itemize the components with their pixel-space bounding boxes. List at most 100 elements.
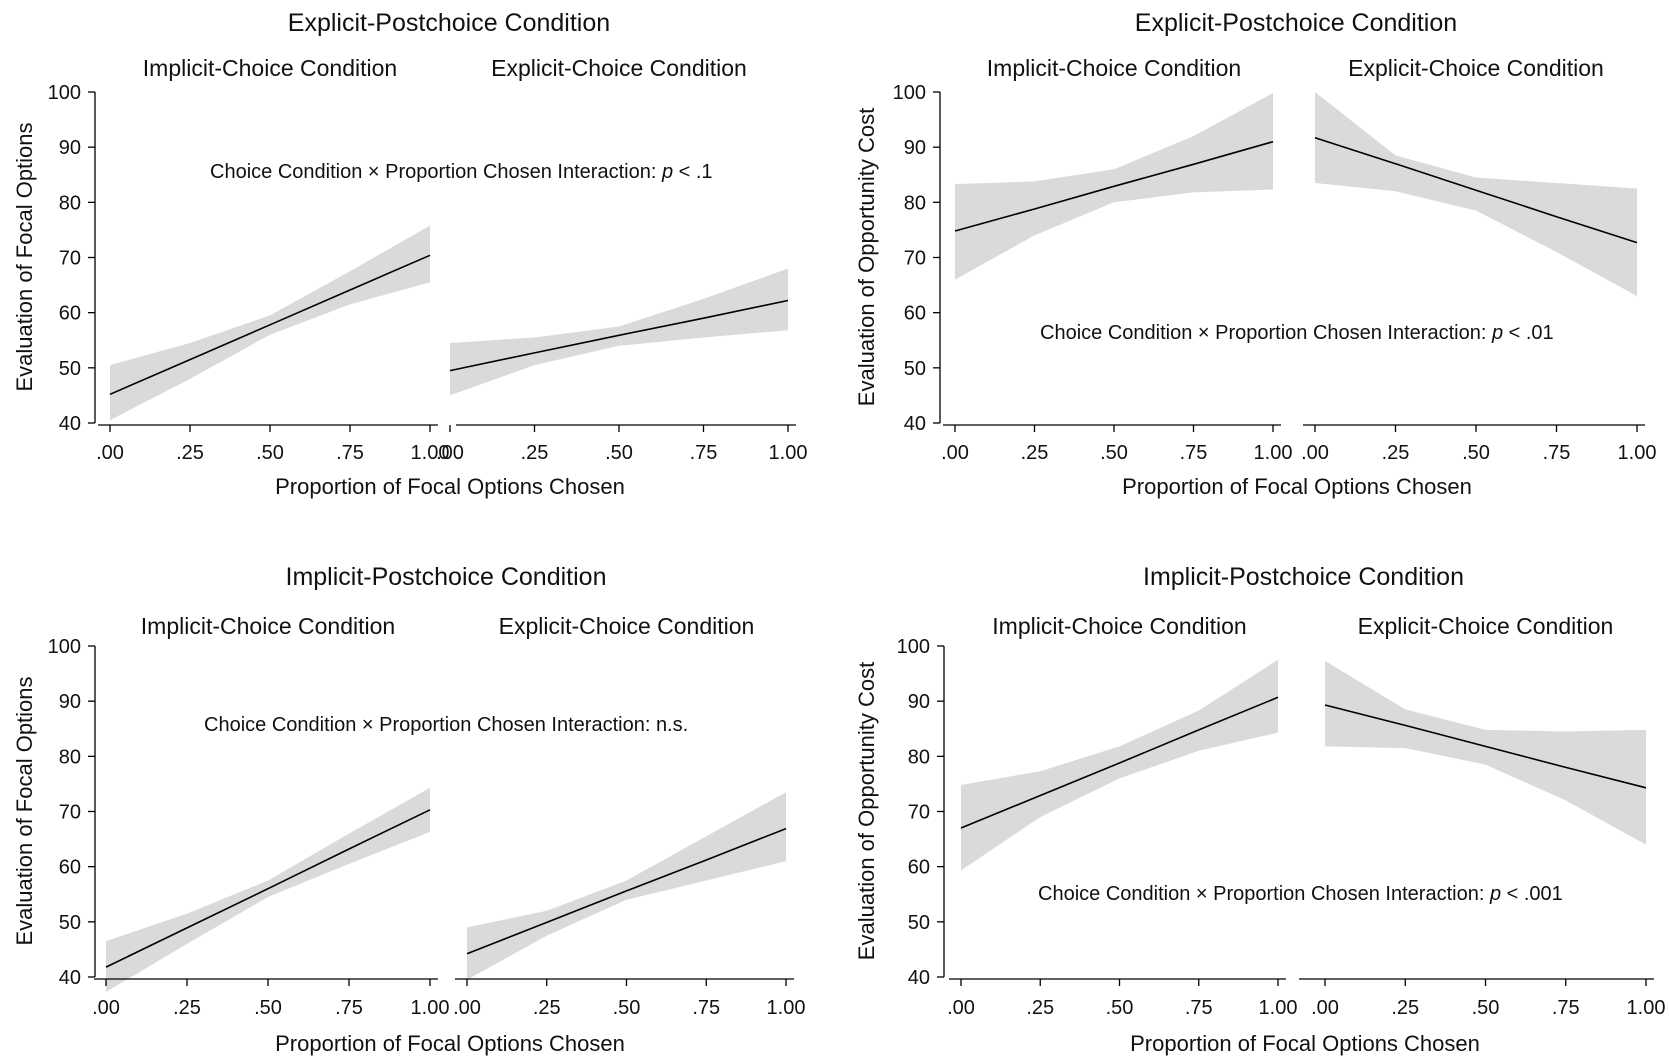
x-tick-label: .50 (1462, 442, 1490, 464)
y-tick-label: 60 (59, 303, 81, 325)
panel-explicit-choice: Explicit-Choice Condition .00 .25 .50 .75 1.0… (436, 55, 807, 464)
chart-title: Implicit-Postchoice Condition (1143, 563, 1464, 591)
regression-line (449, 299, 789, 372)
panel-implicit-choice: Implicit-Choice Condition .00 .25 .50 .75 1.0… (92, 613, 449, 1019)
panel-explicit-choice: Explicit-Choice Condition .00 .25 .50 .75 1.0… (1301, 55, 1656, 464)
confidence-band (110, 225, 430, 421)
annotation-suffix: < .01 (1503, 322, 1554, 344)
x-axis-label: Proportion of Focal Options Chosen (275, 1031, 625, 1056)
y-tick-label: 100 (48, 636, 81, 658)
regression-line (954, 140, 1274, 232)
confidence-band (1325, 660, 1646, 845)
y-tick-label: 70 (59, 802, 81, 824)
x-tick-label: .75 (336, 442, 364, 464)
panel-explicit-choice: Explicit-Choice Condition .00 .25 .50 .75 1.0… (1299, 613, 1665, 1019)
x-axis-label: Proportion of Focal Options Chosen (1122, 474, 1472, 499)
y-tick-label: 90 (908, 691, 930, 713)
y-axis-label: Evaluation of Focal Options (12, 676, 37, 945)
y-tick-label: 100 (48, 82, 81, 104)
x-tick-label: .75 (1185, 997, 1213, 1019)
x-axis-label: Proportion of Focal Options Chosen (275, 474, 625, 499)
y-axis-label: Evaluation of Focal Options (12, 122, 37, 391)
y-tick-label: 80 (59, 192, 81, 214)
annotation-stat: p (1491, 322, 1503, 344)
x-tick-label: .25 (521, 442, 549, 464)
panel-explicit-choice: Explicit-Choice Condition .00 .25 .50 .75 1.0… (453, 613, 805, 1019)
chart-4: Implicit-Postchoice Condition 40 50 60 70 80 9… (854, 563, 1665, 1056)
annotation-suffix: < .1 (673, 161, 712, 183)
annotation-prefix: Choice Condition × Proportion Chosen Int… (1040, 322, 1492, 344)
x-tick-label: .50 (605, 442, 633, 464)
x-tick-label: .00 (941, 442, 969, 464)
x-tick-label: .00 (453, 997, 481, 1019)
y-tick-label: 60 (59, 857, 81, 879)
panel-title: Explicit-Choice Condition (491, 55, 747, 81)
confidence-band (961, 659, 1278, 871)
annotation-prefix: Choice Condition × Proportion Chosen Int… (210, 161, 662, 183)
confidence-band (106, 787, 430, 992)
x-tick-label: .25 (1026, 997, 1054, 1019)
x-tick-label: .75 (335, 997, 363, 1019)
y-tick-label: 90 (904, 137, 926, 159)
x-tick-label: .75 (1180, 442, 1208, 464)
regression-line (466, 827, 787, 955)
regression-line (105, 809, 431, 968)
y-tick-label: 60 (908, 857, 930, 879)
x-tick-label: .00 (947, 997, 975, 1019)
x-tick-label: 1.00 (1259, 997, 1298, 1019)
x-tick-label: .75 (1543, 442, 1571, 464)
x-tick-label: .75 (692, 997, 720, 1019)
panel-implicit-choice: Implicit-Choice Condition .00 .25 .50 .75 1.0… (941, 55, 1292, 464)
panel-title: Implicit-Choice Condition (143, 55, 397, 81)
panel-title: Explicit-Choice Condition (499, 613, 755, 639)
panel-title: Explicit-Choice Condition (1358, 613, 1614, 639)
x-tick-label: .00 (1301, 442, 1329, 464)
y-tick-label: 50 (59, 912, 81, 934)
confidence-band (450, 268, 788, 396)
y-tick-label: 70 (908, 802, 930, 824)
annotation-prefix: Choice Condition × Proportion Chosen Int… (1038, 883, 1490, 905)
y-tick-label: 50 (59, 358, 81, 380)
x-tick-label: .75 (1552, 997, 1580, 1019)
panel-title: Implicit-Choice Condition (992, 613, 1246, 639)
y-tick-label: 90 (59, 691, 81, 713)
y-tick-label: 40 (59, 967, 81, 989)
x-tick-label: .50 (1100, 442, 1128, 464)
interaction-annotation: Choice Condition × Proportion Chosen Int… (1040, 322, 1554, 344)
y-tick-label: 40 (908, 967, 930, 989)
regression-line (960, 696, 1279, 829)
confidence-band (467, 792, 786, 980)
panel-title: Implicit-Choice Condition (987, 55, 1241, 81)
y-tick-label: 70 (904, 248, 926, 270)
chart-3: Implicit-Postchoice Condition 40 50 60 70 80 9… (12, 563, 805, 1056)
y-tick-label: 80 (59, 746, 81, 768)
y-tick-label: 50 (904, 358, 926, 380)
x-tick-label: .25 (173, 997, 201, 1019)
x-tick-label: .25 (176, 442, 204, 464)
y-tick-label: 50 (908, 912, 930, 934)
x-tick-label: .00 (92, 997, 120, 1019)
panel-implicit-choice: Implicit-Choice Condition .00 .25 .50 .75 1.0… (947, 613, 1297, 1019)
x-tick-label: 1.00 (411, 442, 450, 464)
annotation-stat: p (661, 161, 673, 183)
interaction-annotation: Choice Condition × Proportion Chosen Int… (204, 714, 688, 736)
x-tick-label: .25 (1382, 442, 1410, 464)
annotation-suffix: n.s. (656, 714, 688, 736)
chart-2: Explicit-Postchoice Condition 40 50 60 70 80 9… (854, 9, 1656, 499)
x-tick-label: 1.00 (767, 997, 806, 1019)
x-tick-label: .50 (256, 442, 284, 464)
x-tick-label: 1.00 (411, 997, 450, 1019)
x-axis-label: Proportion of Focal Options Chosen (1130, 1031, 1480, 1056)
x-tick-label: 1.00 (1627, 997, 1666, 1019)
chart-title: Explicit-Postchoice Condition (1135, 9, 1457, 37)
panel-title: Explicit-Choice Condition (1348, 55, 1604, 81)
x-tick-label: .75 (690, 442, 718, 464)
y-tick-label: 80 (908, 746, 930, 768)
y-tick-label: 100 (897, 636, 930, 658)
confidence-band (1315, 92, 1637, 297)
interaction-annotation: Choice Condition × Proportion Chosen Int… (1038, 883, 1563, 905)
x-tick-label: .50 (613, 997, 641, 1019)
x-tick-label: .50 (254, 997, 282, 1019)
regression-line (1324, 704, 1647, 789)
panel-implicit-choice: Implicit-Choice Condition .00 .25 .50 .75 1.0… (96, 55, 449, 464)
